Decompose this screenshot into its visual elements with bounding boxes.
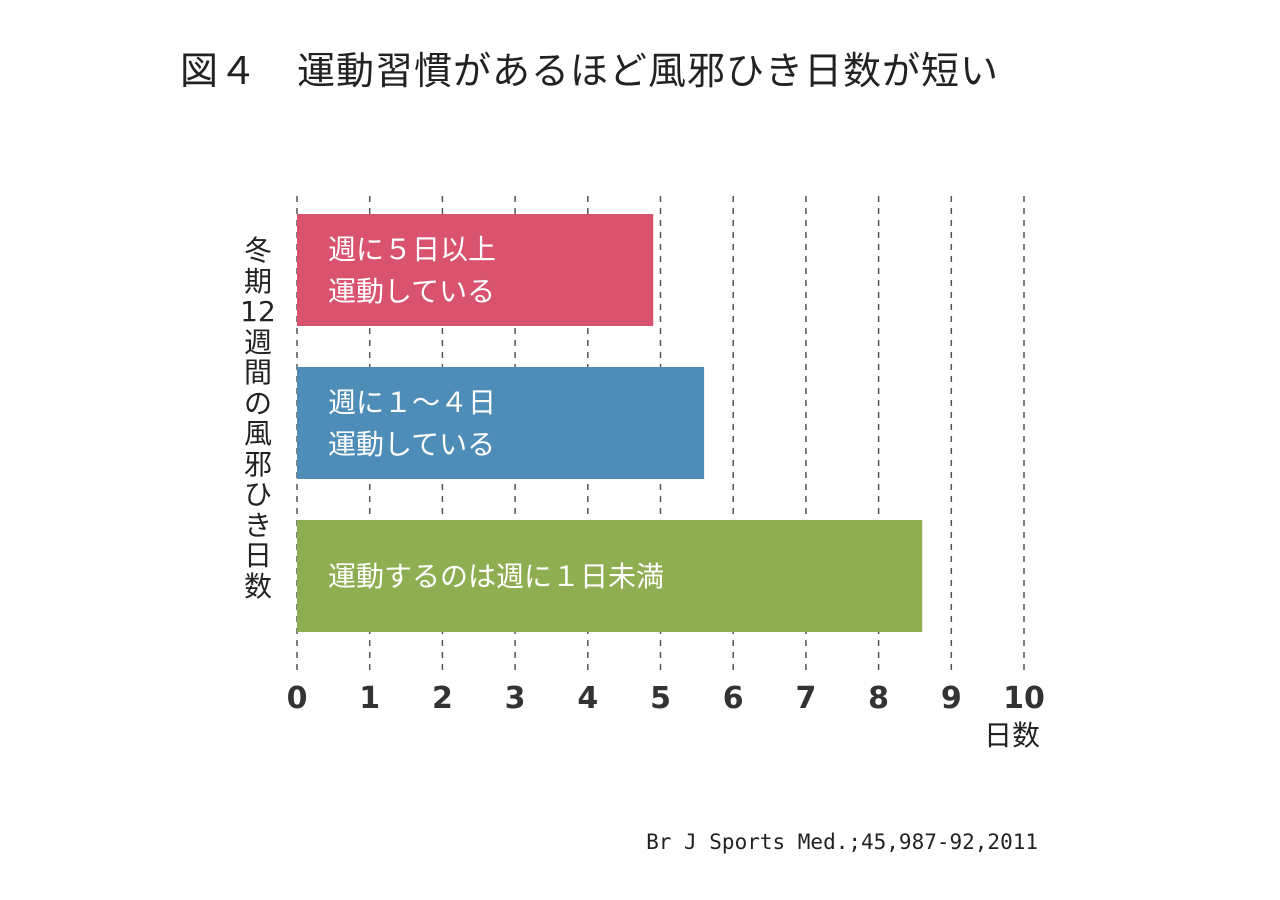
- bar-label: 週に１〜４日: [328, 386, 496, 419]
- x-tick-label: 7: [795, 681, 816, 716]
- x-tick-label: 5: [650, 681, 671, 716]
- source-citation: Br J Sports Med.;45,987-92,2011: [646, 830, 1038, 854]
- x-tick-label: 10: [1003, 681, 1045, 716]
- bar-label: 運動するのは週に１日未満: [328, 560, 664, 593]
- bar-3: [297, 520, 923, 632]
- bar-1: [297, 214, 654, 326]
- x-axis-label: 日数: [984, 719, 1040, 752]
- x-tick-label: 6: [723, 681, 744, 716]
- x-tick-label: 3: [505, 681, 526, 716]
- bar-label: 運動している: [328, 275, 495, 308]
- bar-2: [297, 367, 705, 479]
- x-tick-label: 0: [287, 681, 308, 716]
- x-tick-label: 9: [941, 681, 962, 716]
- y-axis-label: 冬期 12 週間 の 風邪 ひき 日数: [240, 234, 276, 603]
- chart-title: 図４ 運動習慣があるほど風邪ひき日数が短い: [180, 49, 1000, 93]
- x-tick-label: 1: [359, 681, 380, 716]
- bar-label: 週に５日以上: [328, 233, 496, 266]
- bar-label: 運動している: [328, 428, 495, 461]
- x-tick-labels: 0 1 2 3 4 5 6 7 8 9 10: [287, 681, 1045, 716]
- x-tick-label: 2: [432, 681, 453, 716]
- x-tick-label: 4: [577, 681, 598, 716]
- x-tick-label: 8: [868, 681, 889, 716]
